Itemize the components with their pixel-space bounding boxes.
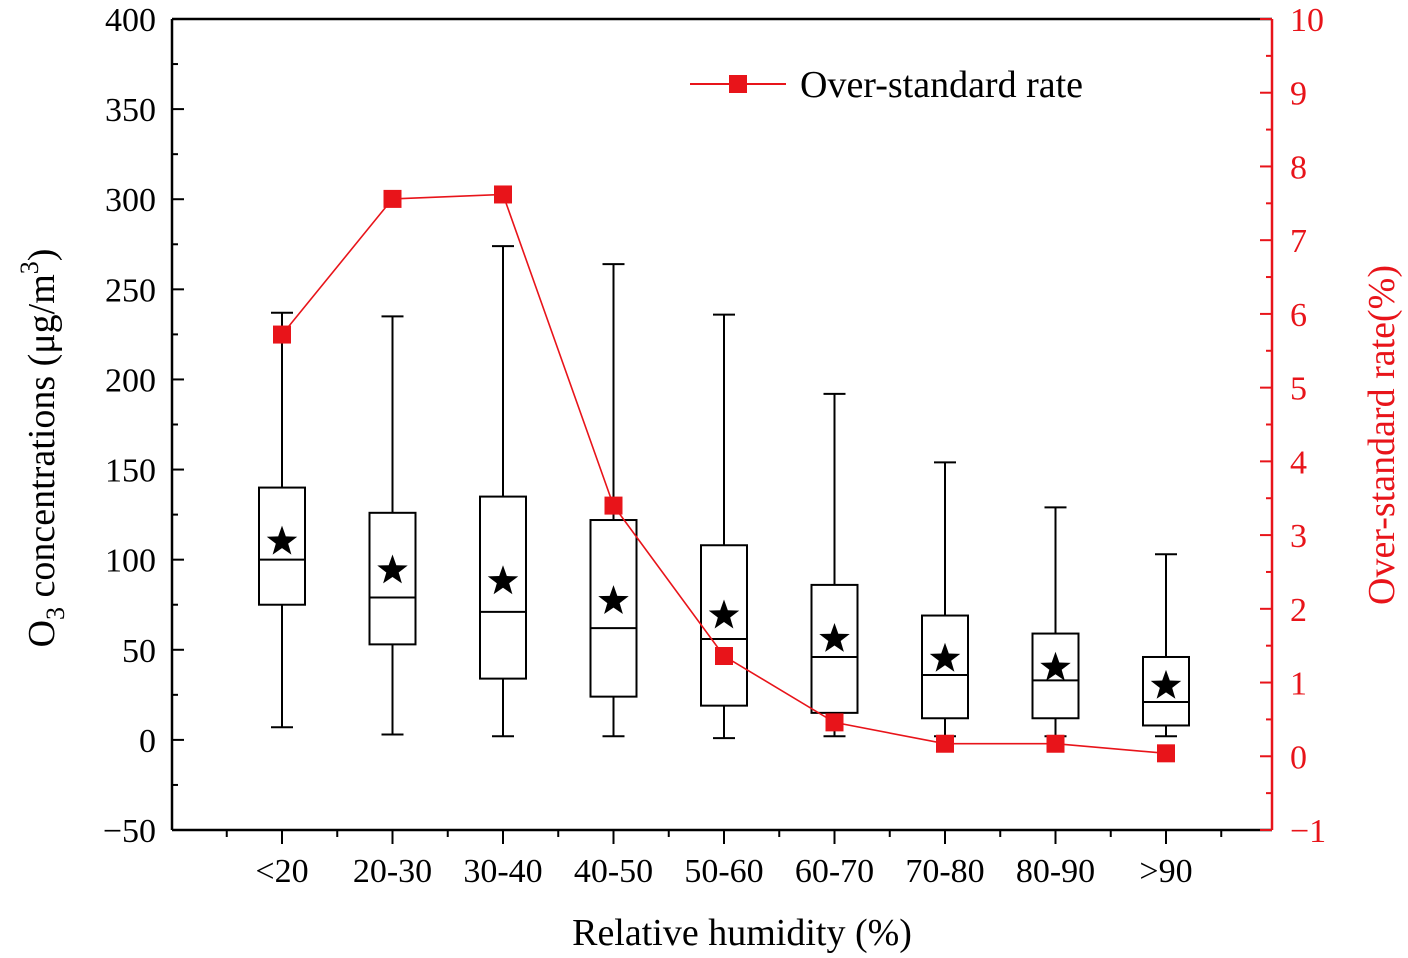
- box-3: [479, 245, 527, 738]
- left-tick-label: 200: [105, 362, 156, 399]
- over-standard-rate-marker: [1046, 734, 1065, 753]
- legend-square-marker: [729, 75, 747, 93]
- mean-star-marker: [487, 565, 519, 595]
- over-standard-rate-series: [273, 185, 1175, 763]
- left-tick-label: 0: [139, 723, 156, 760]
- mean-star-marker: [266, 525, 298, 555]
- x-tick-label: <20: [255, 853, 308, 890]
- over-standard-rate-marker: [604, 496, 623, 515]
- right-tick-label: 4: [1290, 444, 1307, 481]
- interquartile-box: [921, 614, 969, 720]
- mean-star-marker: [1040, 651, 1071, 681]
- x-tick-label: 20-30: [353, 853, 432, 890]
- right-y-axis-title: Over-standard rate(%): [1361, 265, 1403, 605]
- over-standard-rate-marker: [273, 325, 291, 344]
- over-standard-rate-marker: [1157, 744, 1175, 763]
- left-tick-label: 50: [122, 633, 156, 670]
- interquartile-box: [258, 486, 306, 606]
- box-plot-layer: [258, 245, 1190, 740]
- mean-star-marker: [929, 642, 961, 672]
- left-y-axis-title-superscript: 3: [15, 261, 44, 274]
- right-tick-label: 9: [1290, 76, 1307, 113]
- left-y-axis-title-subscript: 3: [41, 607, 70, 620]
- box-2: [368, 315, 417, 736]
- right-tick-label: −1: [1290, 813, 1326, 850]
- left-y-axis-title-middle: concentrations (μg/m: [21, 274, 63, 607]
- left-tick-label: 300: [105, 182, 156, 219]
- right-tick-label: 5: [1290, 371, 1307, 408]
- interquartile-box: [810, 583, 859, 714]
- left-y-axis-title-suffix: ): [21, 249, 63, 262]
- right-tick-label: 10: [1290, 2, 1324, 39]
- x-tick-label: 60-70: [795, 853, 874, 890]
- x-tick-label: 80-90: [1016, 853, 1095, 890]
- box-7: [921, 461, 969, 738]
- left-tick-label: 150: [105, 453, 156, 490]
- x-tick-label: >90: [1139, 853, 1192, 890]
- x-axis-ticks: <20 20-30 30-40 40-50 50-60 60-70 70-80 80-90 >9…: [225, 830, 1223, 890]
- over-standard-rate-marker: [825, 713, 844, 732]
- left-tick-label: 250: [105, 272, 156, 309]
- box-6: [810, 392, 859, 738]
- right-y-axis-ticks: −1 0 1 2 3 4 5 6 7 8 9 10: [1260, 2, 1326, 850]
- x-tick-label: 30-40: [463, 853, 542, 890]
- x-axis-title: Relative humidity (%): [572, 912, 912, 954]
- over-standard-rate-marker: [383, 189, 402, 208]
- interquartile-box: [479, 495, 527, 680]
- box-9: [1142, 553, 1190, 738]
- mean-star-marker: [819, 622, 850, 652]
- interquartile-box: [589, 519, 638, 698]
- mean-star-marker: [708, 599, 740, 629]
- right-tick-label: 2: [1290, 592, 1307, 629]
- x-tick-label: 70-80: [905, 853, 984, 890]
- interquartile-box: [368, 511, 417, 646]
- right-tick-label: 6: [1290, 297, 1307, 334]
- left-tick-label: −50: [103, 813, 156, 850]
- left-tick-label: 100: [105, 543, 156, 580]
- interquartile-box: [1031, 632, 1080, 720]
- right-tick-label: 8: [1290, 149, 1307, 186]
- left-y-axis-ticks: −50 0 50 100 150 200 250 300 350 400: [103, 2, 184, 850]
- legend: Over-standard rate: [690, 64, 1083, 106]
- over-standard-rate-marker: [936, 734, 954, 753]
- mean-star-marker: [1150, 669, 1182, 699]
- right-tick-label: 0: [1290, 739, 1307, 776]
- left-tick-label: 400: [105, 2, 156, 39]
- legend-label: Over-standard rate: [800, 64, 1083, 106]
- interquartile-box: [1142, 655, 1190, 727]
- mean-star-marker: [598, 585, 629, 615]
- x-tick-label: 50-60: [684, 853, 763, 890]
- over-standard-rate-marker: [715, 647, 733, 666]
- left-y-axis-title: O3 concentrations (μg/m3): [15, 249, 70, 648]
- right-tick-label: 7: [1290, 223, 1307, 260]
- left-tick-label: 350: [105, 92, 156, 129]
- mean-star-marker: [377, 554, 408, 584]
- right-tick-label: 1: [1290, 666, 1307, 703]
- right-tick-label: 3: [1290, 518, 1307, 555]
- left-y-axis-title-prefix: O: [21, 620, 63, 647]
- x-tick-label: 40-50: [574, 853, 653, 890]
- over-standard-rate-marker: [494, 185, 512, 204]
- box-4: [589, 263, 638, 738]
